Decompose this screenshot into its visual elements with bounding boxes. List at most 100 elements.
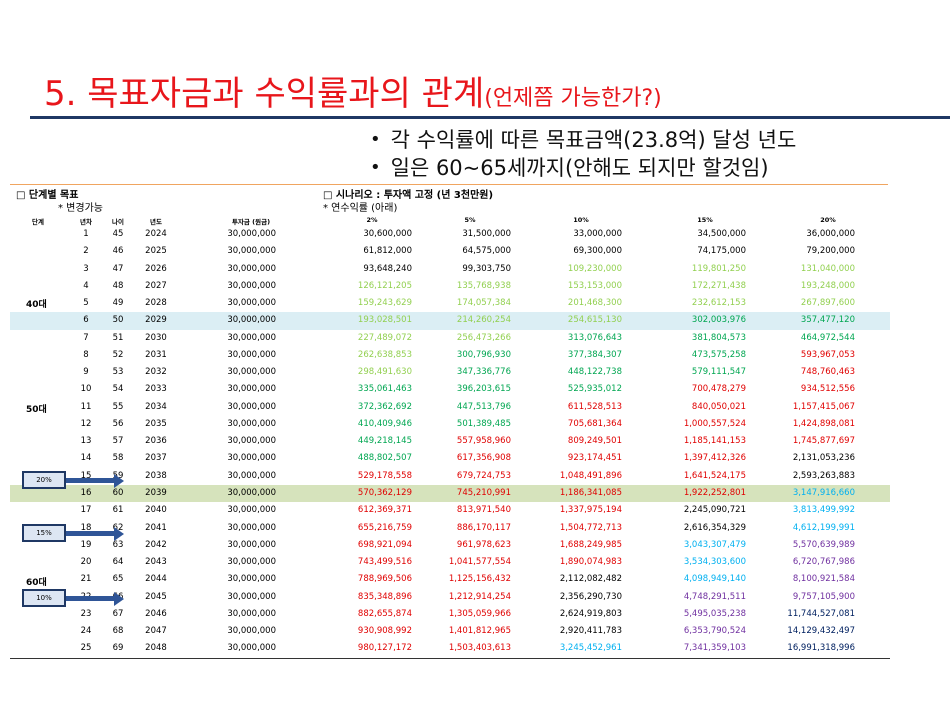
cell-year: 2041: [145, 522, 167, 533]
cell-rate-value: 809,249,501: [567, 436, 622, 447]
cell-age: 56: [112, 418, 124, 429]
cell-rate-value: 923,174,451: [567, 453, 622, 464]
cell-age: 54: [112, 384, 124, 395]
cell-rate-value: 7,341,359,103: [683, 643, 746, 654]
cell-rate-value: 9,757,105,900: [792, 591, 855, 602]
cell-rate-value: 1,424,898,081: [792, 418, 855, 429]
cell-year: 2027: [145, 280, 167, 291]
bullet-item: • 일은 60~65세까지(안해도 되지만 할것임): [370, 152, 769, 182]
cell-investment: 30,000,000: [227, 280, 276, 291]
cell-rate-value: 3,043,307,479: [683, 539, 746, 550]
cell-rate-value: 557,958,960: [456, 436, 511, 447]
col-header-year-no: 년차: [80, 218, 92, 226]
cell-year-no: 15: [80, 470, 92, 481]
cell-year: 2029: [145, 315, 167, 326]
slide-title: 5. 목표자금과 수익률과의 관계(언제쯤 가능한가?): [44, 66, 662, 115]
table-row: 19 63 2042 30,000,000 698,921,094 961,978,623…: [10, 537, 890, 554]
left-section-note: * 변경가능: [58, 203, 103, 214]
cell-rate-value: 3,147,916,660: [792, 487, 855, 498]
cell-year-no: 4: [83, 280, 89, 291]
cell-year: 2037: [145, 453, 167, 464]
cell-investment: 30,000,000: [227, 557, 276, 568]
cell-rate-value: 570,362,129: [357, 487, 412, 498]
right-section-header: □ 시나리오 : 투자액 고정 (년 3천만원): [323, 190, 494, 201]
cell-investment: 30,000,000: [227, 315, 276, 326]
cell-year: 2044: [145, 574, 167, 585]
cell-year: 2035: [145, 418, 167, 429]
arrow-head-icon: [114, 527, 124, 541]
cell-year-no: 18: [80, 522, 92, 533]
data-table-body: 1 45 2024 30,000,000 30,600,000 31,500,000 33,…: [10, 226, 890, 658]
cell-year: 2033: [145, 384, 167, 395]
col-header-rate-2: 2%: [366, 216, 378, 224]
cell-investment: 30,000,000: [227, 539, 276, 550]
cell-year-no: 20: [80, 557, 92, 568]
cell-rate-value: 1,401,812,965: [448, 626, 511, 637]
cell-year-no: 19: [80, 539, 92, 550]
cell-rate-value: 488,802,507: [357, 453, 412, 464]
cell-investment: 30,000,000: [227, 522, 276, 533]
cell-rate-value: 313,076,643: [567, 332, 622, 343]
cell-rate-value: 1,745,877,697: [792, 436, 855, 447]
cell-rate-value: 16,991,318,996: [787, 643, 855, 654]
cell-rate-value: 300,796,930: [456, 349, 511, 360]
cell-investment: 30,000,000: [227, 608, 276, 619]
cell-rate-value: 4,748,291,511: [683, 591, 746, 602]
cell-rate-value: 700,478,279: [691, 384, 746, 395]
cell-year: 2031: [145, 349, 167, 360]
cell-age: 64: [112, 557, 124, 568]
table-row: 21 65 2044 30,000,000 788,969,506 1,125,156,4…: [10, 571, 890, 588]
cell-rate-value: 201,468,300: [567, 298, 622, 309]
cell-year: 2048: [145, 643, 167, 654]
cell-age: 69: [112, 643, 124, 654]
cell-rate-value: 980,127,172: [357, 643, 412, 654]
cell-rate-value: 34,500,000: [697, 229, 746, 239]
cell-rate-value: 31,500,000: [462, 229, 511, 239]
table-row: 7 51 2030 30,000,000 227,489,072 256,473,266 3…: [10, 330, 890, 347]
cell-rate-value: 119,801,250: [691, 263, 746, 274]
cell-rate-value: 886,170,117: [456, 522, 511, 533]
cell-investment: 30,000,000: [227, 418, 276, 429]
table-row: 11 55 2034 30,000,000 372,362,692 447,513,796…: [10, 399, 890, 416]
cell-age: 55: [112, 401, 124, 412]
cell-investment: 30,000,000: [227, 470, 276, 481]
cell-age: 63: [112, 539, 124, 550]
cell-rate-value: 788,969,506: [357, 574, 412, 585]
table-row: 5 49 2028 30,000,000 159,243,629 174,057,384 2…: [10, 295, 890, 312]
cell-rate-value: 525,935,012: [567, 384, 622, 395]
cell-year-no: 7: [83, 332, 89, 343]
cell-year: 2025: [145, 246, 167, 257]
cell-rate-value: 4,098,949,140: [683, 574, 746, 585]
cell-investment: 30,000,000: [227, 591, 276, 602]
cell-year: 2046: [145, 608, 167, 619]
cell-rate-value: 1,922,252,801: [683, 487, 746, 498]
table-row: 20 64 2043 30,000,000 743,499,516 1,041,577,5…: [10, 554, 890, 571]
cell-rate-value: 1,212,914,254: [448, 591, 511, 602]
col-header-year: 년도: [150, 218, 162, 226]
cell-investment: 30,000,000: [227, 487, 276, 498]
left-section-header: □ 단계별 목표: [16, 190, 79, 201]
cell-rate-value: 612,369,371: [357, 505, 412, 516]
cell-rate-value: 377,384,307: [567, 349, 622, 360]
cell-year-no: 25: [80, 643, 92, 654]
table-row: 10 54 2033 30,000,000 335,061,463 396,203,615…: [10, 381, 890, 398]
slide-title-main: 5. 목표자금과 수익률과의 관계: [44, 74, 485, 114]
cell-age: 60: [112, 487, 124, 498]
table-row: 1 45 2024 30,000,000 30,600,000 31,500,000 33,…: [10, 226, 890, 243]
arrow-head-icon: [114, 592, 124, 606]
cell-rate-value: 61,812,000: [363, 246, 412, 257]
cell-rate-value: 1,000,557,524: [683, 418, 746, 429]
cell-rate-value: 449,218,145: [357, 436, 412, 447]
cell-rate-value: 1,504,772,713: [559, 522, 622, 533]
cell-rate-value: 214,260,254: [456, 315, 511, 326]
cell-rate-value: 1,157,415,067: [792, 401, 855, 412]
table-row: 2 46 2025 30,000,000 61,812,000 64,575,000 69,…: [10, 243, 890, 260]
table-row: 25 69 2048 30,000,000 980,127,172 1,503,403,6…: [10, 640, 890, 657]
cell-year-no: 12: [80, 418, 92, 429]
col-header-stage: 단계: [32, 218, 44, 226]
table-row: 4 48 2027 30,000,000 126,121,205 135,768,938 1…: [10, 278, 890, 295]
cell-rate-value: 1,186,341,085: [559, 487, 622, 498]
cell-year-no: 5: [83, 298, 89, 309]
cell-year-no: 3: [83, 263, 89, 274]
stage-label-50s: 50대: [26, 405, 47, 415]
